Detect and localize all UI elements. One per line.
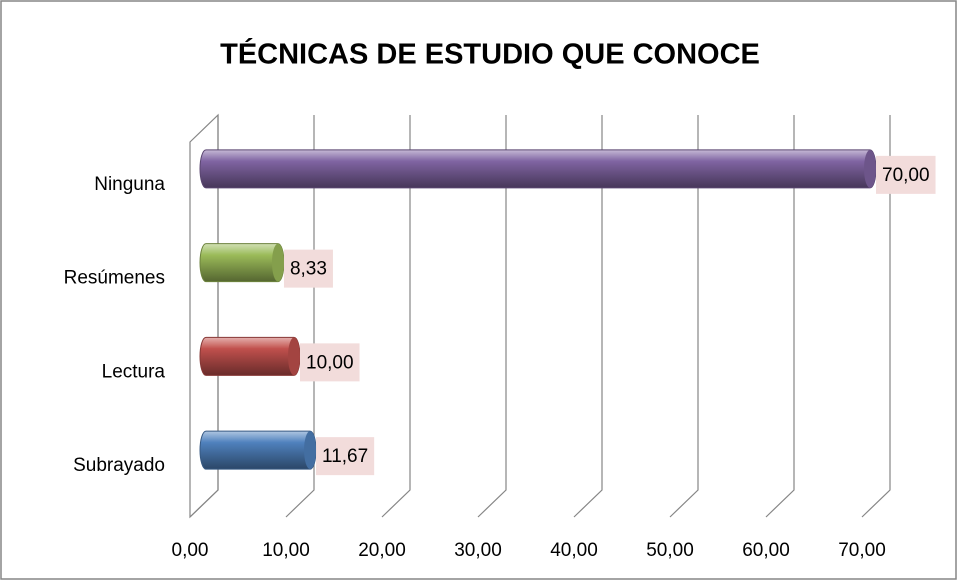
x-tick-label: 50,00 bbox=[646, 540, 694, 561]
x-tick-label: 70,00 bbox=[838, 540, 886, 561]
value-label-box bbox=[876, 155, 936, 194]
grid-line bbox=[477, 115, 507, 518]
x-tick-label: 60,00 bbox=[742, 540, 790, 561]
bar-end bbox=[864, 149, 876, 188]
grid-line bbox=[381, 115, 411, 518]
bar bbox=[199, 243, 285, 283]
grid-line bbox=[669, 115, 699, 518]
value-label-box bbox=[283, 249, 333, 288]
category-label: Subrayado bbox=[73, 455, 165, 476]
category-label: Lectura bbox=[102, 361, 166, 382]
grid-line bbox=[861, 115, 891, 518]
bar bbox=[199, 149, 877, 189]
grid-line bbox=[189, 115, 219, 518]
x-tick-label: 0,00 bbox=[172, 540, 209, 561]
value-label-box bbox=[300, 343, 360, 382]
grid-line bbox=[285, 115, 315, 518]
category-label: Ninguna bbox=[94, 174, 165, 195]
bar bbox=[199, 430, 317, 470]
grid-line bbox=[573, 115, 603, 518]
grid-line bbox=[765, 115, 795, 518]
x-tick-label: 30,00 bbox=[454, 540, 502, 561]
bar-end bbox=[304, 431, 317, 470]
bar bbox=[199, 336, 301, 376]
value-label-box bbox=[316, 437, 375, 476]
x-tick-label: 10,00 bbox=[262, 540, 310, 561]
chart-title: TÉCNICAS DE ESTUDIO QUE CONOCE bbox=[220, 37, 760, 71]
value-label: 8,33 bbox=[290, 259, 327, 280]
value-label: 11,67 bbox=[322, 446, 368, 467]
bar-end bbox=[288, 337, 300, 376]
value-label: 10,00 bbox=[306, 352, 354, 373]
x-tick-label: 40,00 bbox=[550, 540, 598, 561]
value-label: 70,00 bbox=[882, 165, 930, 186]
category-label: Resúmenes bbox=[64, 268, 165, 289]
bar-end bbox=[271, 243, 284, 282]
x-tick-label: 20,00 bbox=[358, 540, 406, 561]
